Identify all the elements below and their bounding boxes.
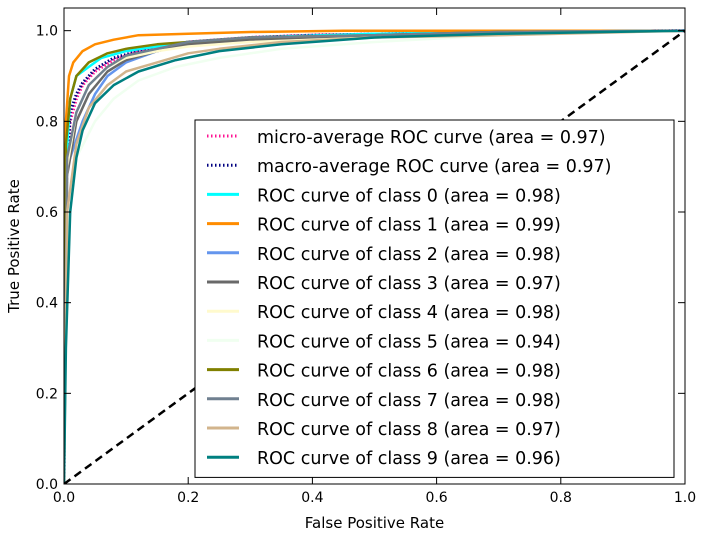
legend-box bbox=[194, 119, 675, 478]
y-tick-label: 0.0 bbox=[36, 477, 58, 493]
legend-label-7: ROC curve of class 5 (area = 0.94) bbox=[257, 332, 561, 352]
legend: micro-average ROC curve (area = 0.97) mac… bbox=[194, 119, 675, 478]
y-tick-label: 0.2 bbox=[36, 386, 58, 402]
y-tick-label: 0.4 bbox=[36, 296, 58, 312]
y-tick-label: 1.0 bbox=[36, 24, 58, 40]
legend-label-2: ROC curve of class 0 (area = 0.98) bbox=[257, 186, 561, 206]
roc-series-line-1 bbox=[64, 29, 685, 484]
legend-label-11: ROC curve of class 9 (area = 0.96) bbox=[257, 449, 561, 469]
legend-label-4: ROC curve of class 2 (area = 0.98) bbox=[257, 245, 561, 265]
legend-label-0: micro-average ROC curve (area = 0.97) bbox=[257, 128, 606, 148]
legend-label-5: ROC curve of class 3 (area = 0.97) bbox=[257, 274, 561, 294]
x-tick-label: 0.6 bbox=[425, 490, 447, 506]
y-tick-label: 0.8 bbox=[36, 114, 58, 130]
legend-label-8: ROC curve of class 6 (area = 0.98) bbox=[257, 362, 561, 382]
x-tick-label: 0.4 bbox=[301, 490, 323, 506]
x-axis-label: False Positive Rate bbox=[305, 514, 444, 532]
legend-label-10: ROC curve of class 8 (area = 0.97) bbox=[257, 420, 561, 440]
legend-label-6: ROC curve of class 4 (area = 0.98) bbox=[257, 303, 561, 323]
roc-series-line-11 bbox=[64, 29, 685, 484]
x-tick-label: 1.0 bbox=[674, 490, 696, 506]
y-axis-label: True Positive Rate bbox=[5, 179, 23, 314]
legend-label-1: macro-average ROC curve (area = 0.97) bbox=[257, 157, 612, 177]
x-tick-label: 0.0 bbox=[53, 490, 75, 506]
x-tick-label: 0.2 bbox=[177, 490, 199, 506]
axis-ticks: 0.0 0.2 0.4 0.6 0.8 1.0 0.0 0.2 0.4 0.6 0.8 1.0 bbox=[36, 8, 696, 506]
x-tick-label: 0.8 bbox=[550, 490, 572, 506]
roc-series-line-3 bbox=[64, 29, 685, 484]
legend-label-3: ROC curve of class 1 (area = 0.99) bbox=[257, 216, 561, 236]
y-tick-label: 0.6 bbox=[36, 205, 58, 221]
legend-label-9: ROC curve of class 7 (area = 0.98) bbox=[257, 391, 561, 411]
roc-series-line-9 bbox=[64, 29, 685, 484]
axes-frame bbox=[63, 7, 686, 485]
